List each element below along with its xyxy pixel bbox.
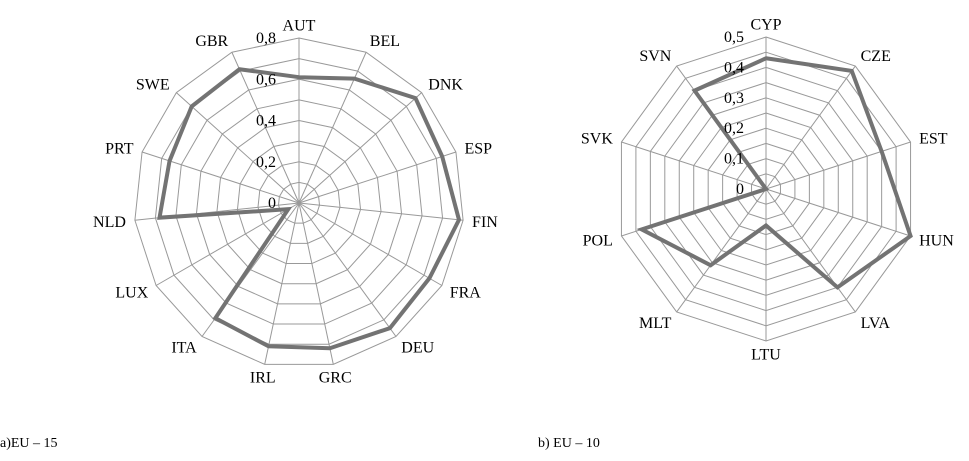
category-label-lva: LVA xyxy=(861,315,891,332)
category-label-svk: SVK xyxy=(581,131,613,148)
tick-label: 0 xyxy=(736,181,744,198)
category-label-pol: POL xyxy=(583,233,613,250)
category-label-cyp: CYP xyxy=(750,17,781,34)
spoke-esp xyxy=(298,151,457,204)
grid-ring xyxy=(216,119,382,285)
spoke-irl xyxy=(264,202,300,365)
caption-eu15: a)EU – 15 xyxy=(0,436,58,451)
category-label-ltu: LTU xyxy=(751,347,781,364)
tick-label: 0,6 xyxy=(256,71,276,88)
grid-ring xyxy=(236,140,362,265)
data-series-line xyxy=(157,67,462,351)
category-label-nld: NLD xyxy=(93,214,126,231)
spoke-deu xyxy=(298,202,397,337)
category-label-esp: ESP xyxy=(464,141,492,158)
category-label-irl: IRL xyxy=(250,370,276,387)
tick-label: 0,3 xyxy=(724,90,744,107)
tick-label: 0,5 xyxy=(724,29,744,46)
caption-eu10: b) EU – 10 xyxy=(538,436,600,451)
category-label-cze: CZE xyxy=(861,48,891,65)
spoke-cze xyxy=(765,65,856,190)
tick-label: 0,2 xyxy=(724,120,744,137)
spoke-lux xyxy=(155,202,300,286)
category-label-prt: PRT xyxy=(105,141,134,158)
tick-label: 0 xyxy=(268,195,276,212)
category-label-svn: SVN xyxy=(639,48,671,65)
grid-ring xyxy=(175,78,423,325)
spoke-gbr xyxy=(231,52,300,204)
tick-label: 0,4 xyxy=(724,59,744,76)
spoke-lva xyxy=(765,188,856,313)
radar-chart-eu10: 0 0,1 0,2 0,3 0,4 0,5 CYP CZE EST HUN LVA LTU MLT POL… xyxy=(581,17,954,364)
category-label-aut: AUT xyxy=(283,18,316,35)
category-label-ita: ITA xyxy=(171,340,197,357)
tick-label: 0,4 xyxy=(256,113,276,130)
tick-label: 0,8 xyxy=(256,30,276,47)
category-label-grc: GRC xyxy=(319,370,352,387)
spoke-mlt xyxy=(676,188,767,313)
category-label-mlt: MLT xyxy=(639,315,672,332)
grid-ring xyxy=(154,58,444,345)
tick-label: 0,1 xyxy=(724,151,744,168)
category-label-dnk: DNK xyxy=(428,76,463,93)
category-label-gbr: GBR xyxy=(195,33,228,50)
radar-chart-eu15: 0 0,2 0,4 0,6 0,8 AUT BEL DNK ESP FIN FRA DEU GRC IRL… xyxy=(93,18,498,387)
grid-ring xyxy=(277,181,321,224)
category-label-swe: SWE xyxy=(136,76,170,93)
grid-ring xyxy=(257,161,341,244)
spoke-dnk xyxy=(298,92,422,204)
spoke-fra xyxy=(298,202,443,286)
spoke-grc xyxy=(298,202,334,365)
category-label-deu: DEU xyxy=(401,340,434,357)
grid-ring xyxy=(134,37,464,365)
spoke-fin xyxy=(298,202,464,221)
category-label-lux: LUX xyxy=(115,285,148,302)
tick-label: 0,2 xyxy=(256,154,276,171)
spoke-svk xyxy=(621,141,767,190)
category-label-bel: BEL xyxy=(370,33,400,50)
category-label-hun: HUN xyxy=(919,233,954,250)
spoke-est xyxy=(765,141,911,190)
spoke-swe xyxy=(176,92,300,204)
category-label-fin: FIN xyxy=(472,214,498,231)
category-label-fra: FRA xyxy=(450,285,482,302)
grid-ring xyxy=(195,99,403,305)
category-label-est: EST xyxy=(919,131,948,148)
spoke-hun xyxy=(765,188,911,237)
data-series-line xyxy=(636,56,913,290)
